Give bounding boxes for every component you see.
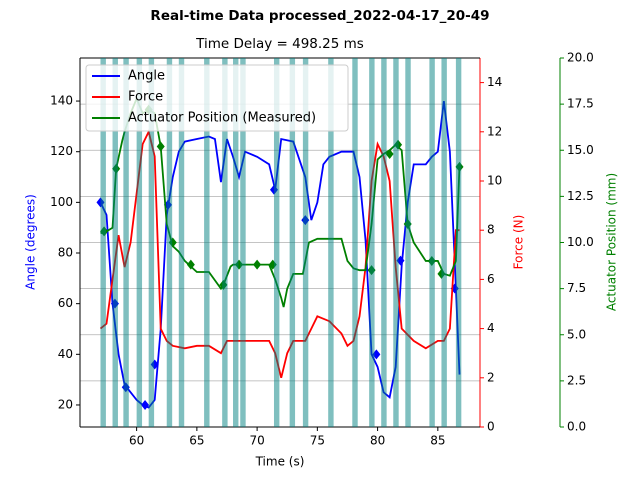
y-tick-label: 20 xyxy=(58,397,73,411)
span xyxy=(381,58,387,427)
y-tick-label: 5.0 xyxy=(567,327,586,341)
y-tick-label: 15.0 xyxy=(567,143,594,157)
x-tick-label: 80 xyxy=(370,434,385,448)
y-tick-label: 0 xyxy=(487,420,495,434)
x-tick-label: 85 xyxy=(430,434,445,448)
span xyxy=(441,58,447,427)
span xyxy=(455,58,462,427)
y-tick-label: 8 xyxy=(487,223,495,237)
span xyxy=(123,58,129,427)
x-tick-label: 75 xyxy=(310,434,325,448)
span xyxy=(166,58,173,427)
span xyxy=(204,58,210,427)
y-tick-label: 17.5 xyxy=(567,97,594,111)
chart-title: Real-time Data processed_2022-04-17_20-4… xyxy=(150,8,489,24)
y-tick-label: 7.5 xyxy=(567,281,586,295)
marker xyxy=(141,399,150,410)
y-tick-label: 12 xyxy=(487,124,502,138)
legend-box xyxy=(85,64,349,132)
y-tick-label: 100 xyxy=(50,195,73,209)
y-tick-label: 10 xyxy=(487,174,502,188)
span xyxy=(352,58,358,427)
y-tick-label: 0.0 xyxy=(567,420,586,434)
span xyxy=(302,58,309,427)
y-tick-label: 40 xyxy=(58,347,73,361)
span xyxy=(136,58,143,427)
span xyxy=(393,58,399,427)
x-tick-label: 70 xyxy=(249,434,264,448)
y-tick-label: 120 xyxy=(50,144,73,158)
span xyxy=(233,58,239,427)
legend-label: Angle xyxy=(128,69,165,84)
y-tick-label: 140 xyxy=(50,94,73,108)
y-tick-label: 12.5 xyxy=(567,189,594,203)
span xyxy=(369,58,375,427)
x-axis-label: Time (s) xyxy=(255,455,305,469)
span xyxy=(148,58,155,427)
x-tick-label: 65 xyxy=(189,434,204,448)
marker xyxy=(186,259,195,270)
y-tick-label: 4 xyxy=(487,321,495,335)
y-tick-label: 2 xyxy=(487,370,495,384)
y-tick-label: 14 xyxy=(487,75,502,89)
span xyxy=(100,58,106,427)
y-tick-label: 80 xyxy=(58,246,73,260)
span xyxy=(273,58,280,427)
marker xyxy=(156,141,165,152)
y-axis-label: Angle (degrees) xyxy=(24,194,38,290)
y2-axis-label: Force (N) xyxy=(512,215,526,270)
span xyxy=(240,58,246,427)
y-tick-label: 2.5 xyxy=(567,373,586,387)
span xyxy=(222,58,228,427)
y-tick-label: 6 xyxy=(487,272,495,286)
span xyxy=(328,58,334,427)
x-tick-label: 60 xyxy=(129,434,144,448)
span xyxy=(178,58,185,427)
legend-label: Force xyxy=(128,90,163,105)
y-tick-label: 60 xyxy=(58,296,73,310)
legend-label: Actuator Position (Measured) xyxy=(128,111,316,126)
span xyxy=(289,58,296,427)
marker xyxy=(253,259,262,270)
y-tick-label: 20.0 xyxy=(567,51,594,65)
span xyxy=(405,58,411,427)
y3-axis-label: Actuator Position (mm) xyxy=(605,173,619,311)
span xyxy=(429,58,435,427)
span xyxy=(112,58,118,427)
chart-subtitle: Time Delay = 498.25 ms xyxy=(195,36,364,52)
y-tick-label: 10.0 xyxy=(567,235,594,249)
marker xyxy=(385,148,394,159)
legend: Angle Force Actuator Position (Measured) xyxy=(85,64,349,132)
